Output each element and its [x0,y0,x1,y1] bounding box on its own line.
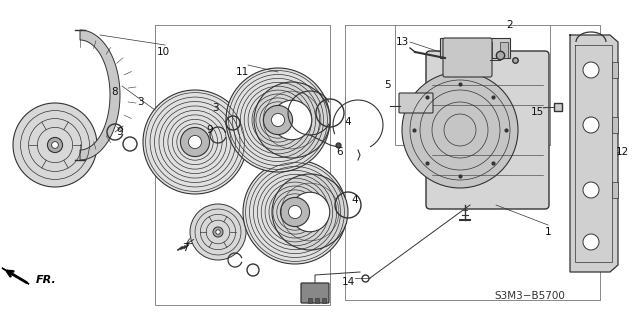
Bar [612,182,618,198]
Circle shape [583,182,599,198]
Text: 9: 9 [117,127,123,137]
Text: 13: 13 [396,37,409,47]
Text: 4: 4 [352,195,358,205]
Text: 7: 7 [182,243,189,253]
Circle shape [13,103,97,187]
Circle shape [288,205,302,219]
Text: 6: 6 [337,147,344,157]
Circle shape [290,192,330,232]
Circle shape [272,100,312,140]
Text: FR.: FR. [36,275,57,285]
Circle shape [264,106,293,135]
Circle shape [583,117,599,133]
FancyBboxPatch shape [399,93,433,113]
Circle shape [190,204,246,260]
Circle shape [226,68,330,172]
Bar [612,117,618,133]
Bar [315,298,319,303]
Text: 8: 8 [112,87,118,97]
Text: 4: 4 [345,117,351,127]
Text: 5: 5 [385,80,391,90]
Text: 3: 3 [137,97,144,107]
Circle shape [402,72,518,188]
Text: S3M3−B5700: S3M3−B5700 [495,291,565,301]
Polygon shape [570,35,618,272]
Bar [500,42,508,58]
Text: 14: 14 [342,277,354,287]
Text: 15: 15 [530,107,544,117]
Circle shape [180,127,210,156]
Polygon shape [2,268,29,284]
Circle shape [583,234,599,250]
Bar [452,42,460,58]
Circle shape [271,114,284,126]
Circle shape [143,90,247,194]
Bar [468,42,476,58]
Bar [484,42,492,58]
Circle shape [213,227,223,237]
Circle shape [189,135,201,148]
Circle shape [51,142,58,148]
Text: 2: 2 [507,20,513,30]
Bar [440,38,510,58]
Circle shape [243,160,347,264]
Circle shape [272,174,348,250]
Bar [612,62,618,78]
Circle shape [583,62,599,78]
FancyBboxPatch shape [443,38,492,77]
Bar [308,298,312,303]
Text: 9: 9 [206,125,213,135]
Circle shape [48,138,63,153]
Text: 11: 11 [236,67,249,77]
Text: 3: 3 [211,103,218,113]
Text: 1: 1 [545,227,551,237]
Bar [322,298,326,303]
Circle shape [216,230,220,234]
Text: 10: 10 [156,47,170,57]
FancyBboxPatch shape [426,51,549,209]
Circle shape [281,197,309,227]
FancyBboxPatch shape [301,283,329,303]
Circle shape [254,82,330,158]
Text: 12: 12 [615,147,629,157]
Polygon shape [80,30,120,160]
